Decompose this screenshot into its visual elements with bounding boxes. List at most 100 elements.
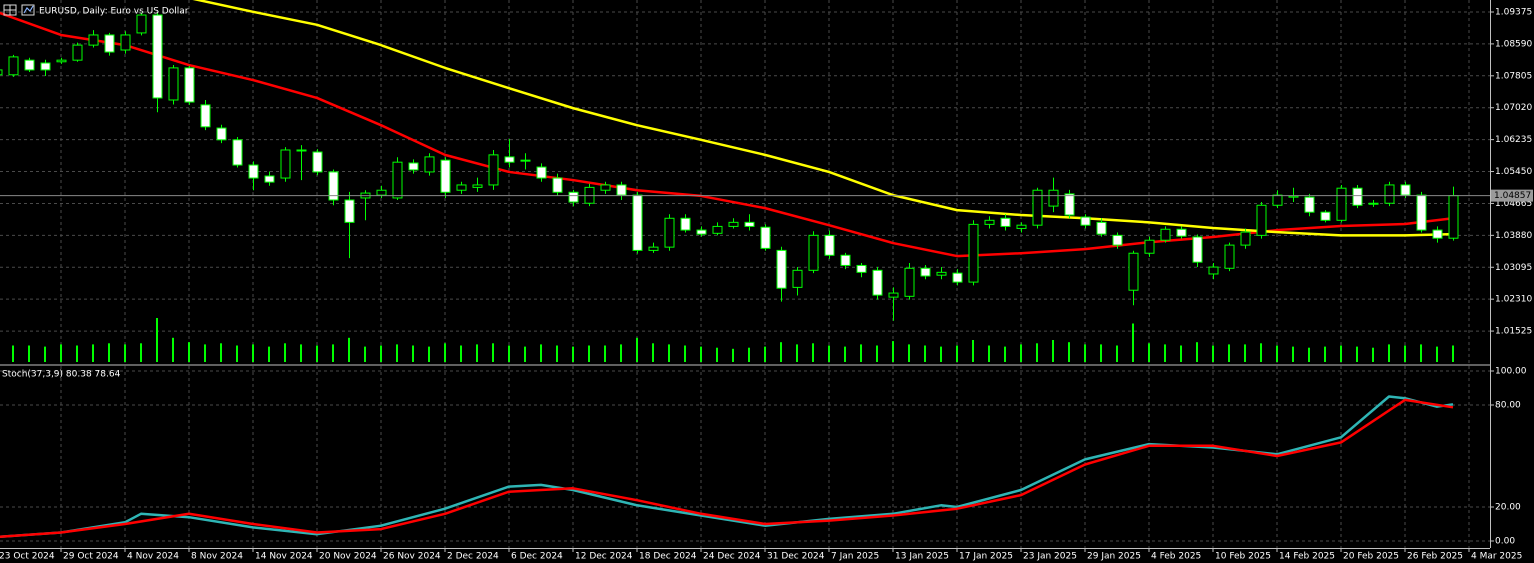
candle-body	[376, 189, 387, 196]
candle-body	[1448, 195, 1459, 239]
y-tick-label: 1.05450	[1495, 167, 1532, 177]
y-tick-label: 80.00	[1495, 400, 1521, 410]
candle-body	[920, 267, 931, 277]
stoch-panel	[0, 366, 1490, 548]
last-price-box	[1491, 189, 1533, 202]
candle-body	[216, 127, 227, 141]
candle-body	[424, 156, 435, 173]
candle-body	[568, 191, 579, 203]
candle-body	[856, 264, 867, 273]
x-tick-label: 26 Nov 2024	[383, 552, 441, 562]
candle-body	[888, 292, 899, 298]
candle-body	[248, 164, 259, 179]
candle-body	[472, 184, 483, 188]
candle-body	[1128, 252, 1139, 291]
candle-body	[536, 166, 547, 179]
x-tick-label: 20 Feb 2025	[1343, 552, 1399, 562]
candle-body	[872, 269, 883, 296]
candle-body	[184, 67, 195, 103]
candle-body	[1384, 184, 1395, 204]
candle-body	[40, 62, 51, 71]
x-tick-label: 31 Dec 2024	[767, 552, 825, 562]
candle-body	[312, 151, 323, 173]
main-panel	[0, 0, 1490, 364]
candle-body	[616, 184, 627, 196]
y-tick-label: 1.08590	[1495, 39, 1532, 49]
candle-body	[1368, 202, 1379, 205]
candle-body	[24, 59, 35, 71]
y-tick-label: 1.09375	[1495, 7, 1532, 17]
candle-body	[1240, 231, 1251, 246]
candle-body	[600, 184, 611, 191]
candle-body	[1176, 228, 1187, 237]
candle-body	[1256, 204, 1267, 236]
x-tick-label: 6 Dec 2024	[511, 552, 563, 562]
candle-body	[936, 271, 947, 276]
candle-body	[456, 184, 467, 191]
y-tick-label: 20.00	[1495, 502, 1521, 512]
candle-body	[1272, 194, 1283, 206]
candle-body	[280, 149, 291, 179]
y-tick-label: 1.02310	[1495, 295, 1532, 305]
candle-body	[72, 44, 83, 61]
x-tick-label: 4 Feb 2025	[1151, 552, 1201, 562]
candle-body	[152, 14, 163, 99]
y-tick-label: 1.04665	[1495, 199, 1532, 209]
candle-body	[904, 267, 915, 297]
candle-body	[680, 217, 691, 231]
candle-body	[712, 225, 723, 234]
candle-body	[232, 139, 243, 166]
x-tick-label: 17 Jan 2025	[959, 552, 1013, 562]
candle-body	[1144, 239, 1155, 254]
x-tick-label: 29 Oct 2024	[63, 552, 119, 562]
candle-body	[1096, 221, 1107, 235]
x-tick-label: 13 Jan 2025	[895, 552, 949, 562]
x-tick-label: 14 Nov 2024	[255, 552, 313, 562]
indicator-line	[0, 11, 1454, 258]
x-tick-label: 10 Feb 2025	[1215, 552, 1271, 562]
candle-body	[488, 154, 499, 186]
candle-body	[968, 223, 979, 283]
x-tick-label: 29 Jan 2025	[1087, 552, 1141, 562]
x-tick-label: 26 Feb 2025	[1407, 552, 1463, 562]
candle-body	[1208, 266, 1219, 275]
y-tick-label: 0.00	[1495, 536, 1515, 546]
indicator-title: Stoch(37,3,9) 80.38 78.64	[2, 370, 121, 380]
candle-body	[1400, 184, 1411, 196]
candle-body	[808, 234, 819, 271]
x-tick-label: 12 Dec 2024	[575, 552, 633, 562]
indicator-line	[0, 398, 1454, 538]
candle-body	[1048, 189, 1059, 207]
y-tick-label: 1.07020	[1495, 103, 1532, 113]
candle-body	[344, 199, 355, 223]
candle-body	[440, 159, 451, 193]
y-tick-label: 1.06235	[1495, 135, 1532, 145]
candle-body	[696, 229, 707, 235]
y-tick-label: 1.01525	[1495, 327, 1532, 337]
x-tick-label: 4 Mar 2025	[1471, 552, 1522, 562]
candle-body	[520, 159, 531, 162]
candle-body	[1416, 194, 1427, 231]
candle-body	[136, 14, 147, 34]
x-tick-label: 4 Nov 2024	[127, 552, 179, 562]
candle-body	[664, 217, 675, 248]
candle-body	[952, 272, 963, 283]
x-tick-label: 7 Jan 2025	[831, 552, 879, 562]
candle-body	[1336, 187, 1347, 221]
last-price-label: 1.04857	[1494, 191, 1531, 201]
candle-body	[1032, 189, 1043, 226]
candle-body	[632, 194, 643, 251]
candle-body	[760, 226, 771, 249]
candle-body	[1224, 244, 1235, 269]
x-tick-label: 14 Feb 2025	[1279, 552, 1335, 562]
candle-body	[1000, 217, 1011, 227]
candle-body	[1064, 193, 1075, 216]
indicator-line	[192, 0, 1454, 237]
candle-body	[0, 69, 3, 76]
candle-body	[392, 161, 403, 199]
candle-body	[1112, 234, 1123, 246]
candle-body	[824, 234, 835, 256]
candle-body	[1432, 229, 1443, 239]
